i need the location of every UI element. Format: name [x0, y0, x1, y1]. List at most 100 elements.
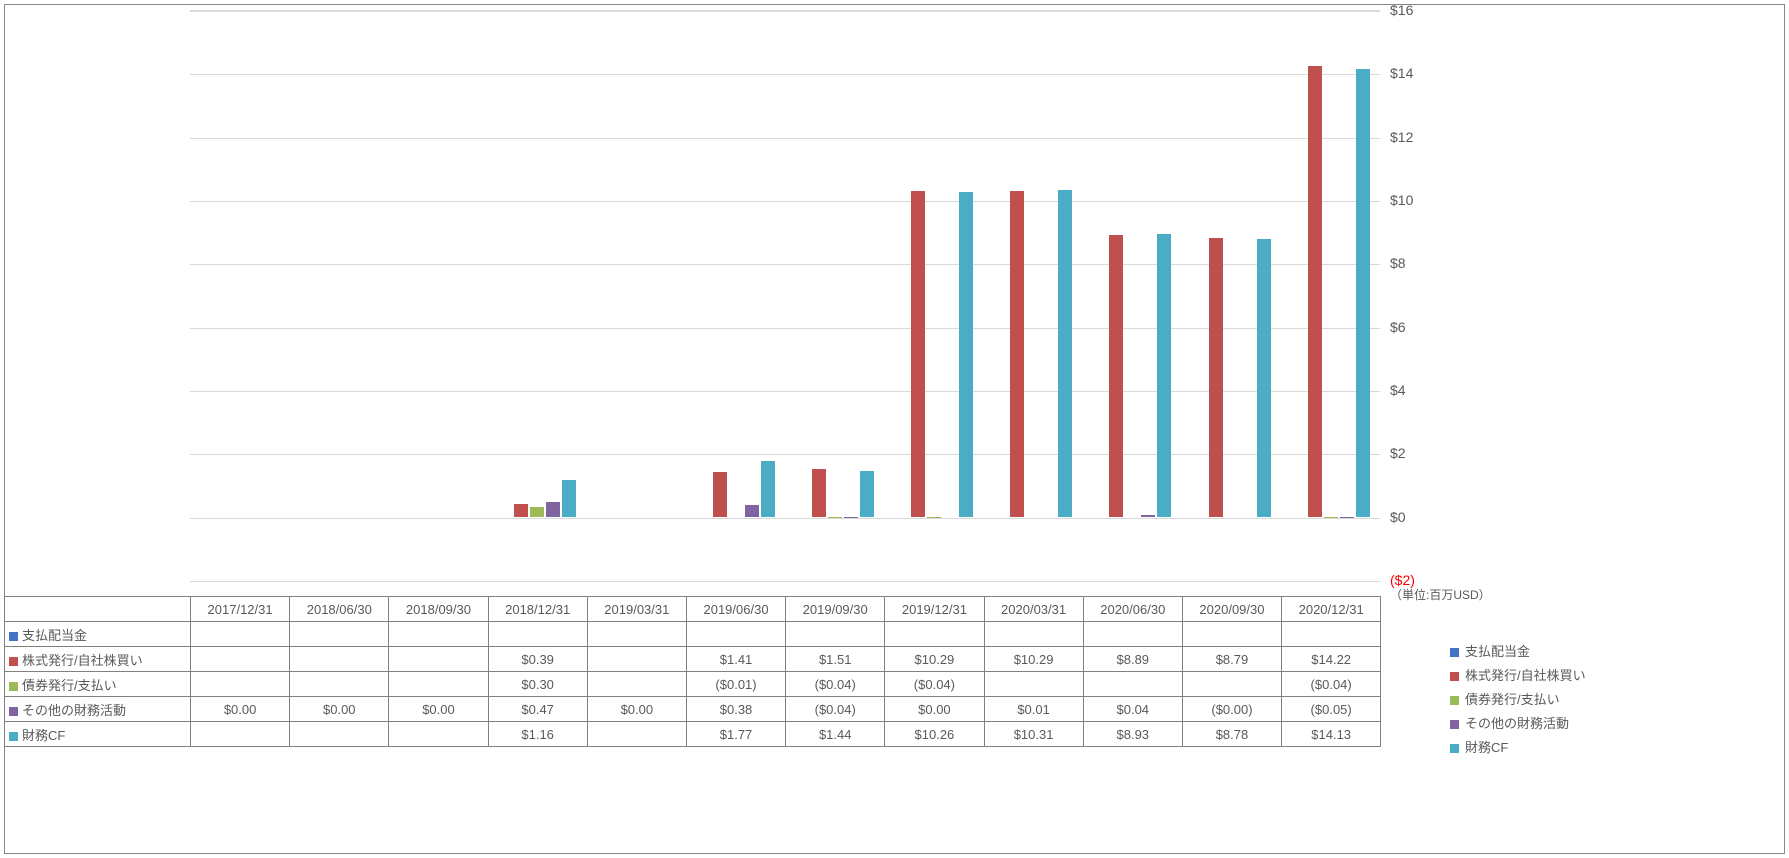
table-cell: $0.47 — [488, 697, 587, 722]
table-cell: $8.89 — [1083, 647, 1182, 672]
legend-item-fincf: 財務CF — [1450, 736, 1586, 760]
legend-swatch-other-icon — [1450, 720, 1459, 729]
table-cell — [587, 722, 686, 747]
table-cell — [191, 672, 290, 697]
y-tick-label: $2 — [1390, 445, 1440, 461]
table-cell — [1282, 622, 1381, 647]
bar-fincf — [860, 471, 874, 517]
legend-swatch-equity-icon — [1450, 672, 1459, 681]
gridline — [190, 391, 1380, 392]
chart-container: { "chart": { "type": "bar", "unit_label"… — [0, 0, 1789, 858]
bar-equity — [1209, 238, 1223, 516]
table-cell — [191, 647, 290, 672]
row-header-dividends: 支払配当金 — [5, 622, 191, 647]
table-cell: ($0.04) — [885, 672, 984, 697]
bar-other — [546, 502, 560, 517]
y-tick-label: $10 — [1390, 192, 1440, 208]
table-cell: $10.29 — [984, 647, 1083, 672]
table-cell — [389, 672, 488, 697]
table-cell: $0.30 — [488, 672, 587, 697]
swatch-dividends-icon — [9, 632, 18, 641]
table-col-header: 2020/03/31 — [984, 597, 1083, 622]
swatch-fincf-icon — [9, 732, 18, 741]
row-header-other: その他の財務活動 — [5, 697, 191, 722]
table-cell — [587, 672, 686, 697]
table-cell: $0.00 — [587, 697, 686, 722]
legend-item-debt: 債券発行/支払い — [1450, 688, 1586, 712]
row-header-equity: 株式発行/自社株買い — [5, 647, 191, 672]
table-cell — [984, 672, 1083, 697]
table-cell: $1.44 — [786, 722, 885, 747]
bar-fincf — [1058, 190, 1072, 516]
table-col-header: 2018/06/30 — [290, 597, 389, 622]
legend-label: その他の財務活動 — [1465, 712, 1569, 736]
table-cell: $0.01 — [984, 697, 1083, 722]
bar-fincf — [1356, 69, 1370, 516]
table-col-header: 2020/12/31 — [1282, 597, 1381, 622]
table-cell: ($0.04) — [786, 697, 885, 722]
bar-other — [745, 505, 759, 517]
bar-other — [1340, 517, 1354, 519]
legend-label: 株式発行/自社株買い — [1465, 664, 1586, 688]
table-cell — [1083, 622, 1182, 647]
table-col-header: 2017/12/31 — [191, 597, 290, 622]
table-cell: ($0.04) — [786, 672, 885, 697]
table-cell: $0.00 — [290, 697, 389, 722]
row-header-debt: 債券発行/支払い — [5, 672, 191, 697]
legend-swatch-debt-icon — [1450, 696, 1459, 705]
swatch-debt-icon — [9, 682, 18, 691]
table-row: 財務CF$1.16$1.77$1.44$10.26$10.31$8.93$8.7… — [5, 722, 1381, 747]
y-axis-unit: （単位:百万USD） — [1390, 586, 1491, 603]
table-cell: $8.78 — [1182, 722, 1281, 747]
table-cell — [290, 672, 389, 697]
bar-equity — [1109, 235, 1123, 517]
table-cell: $0.00 — [389, 697, 488, 722]
table-cell — [984, 622, 1083, 647]
table-col-header: 2020/06/30 — [1083, 597, 1182, 622]
bar-fincf — [1257, 239, 1271, 517]
table-cell: $0.00 — [885, 697, 984, 722]
table-cell: $14.13 — [1282, 722, 1381, 747]
table-col-header: 2019/09/30 — [786, 597, 885, 622]
gridline — [190, 138, 1380, 139]
legend-swatch-fincf-icon — [1450, 744, 1459, 753]
table-cell: ($0.05) — [1282, 697, 1381, 722]
table-cell: $8.79 — [1182, 647, 1281, 672]
table-col-header: 2020/09/30 — [1182, 597, 1281, 622]
bar-fincf — [562, 480, 576, 517]
table-cell: ($0.01) — [686, 672, 785, 697]
table-cell — [885, 622, 984, 647]
data-table: 2017/12/312018/06/302018/09/302018/12/31… — [4, 596, 1381, 747]
table-cell — [587, 622, 686, 647]
y-tick-label: $4 — [1390, 382, 1440, 398]
bar-debt — [1324, 517, 1338, 518]
table-cell: $10.26 — [885, 722, 984, 747]
bar-equity — [911, 191, 925, 517]
row-header-fincf: 財務CF — [5, 722, 191, 747]
table-cell — [786, 622, 885, 647]
gridline — [190, 201, 1380, 202]
legend-label: 債券発行/支払い — [1465, 688, 1560, 712]
table-cell — [290, 647, 389, 672]
table-cell: $10.29 — [885, 647, 984, 672]
gridline — [190, 74, 1380, 75]
gridline — [190, 518, 1380, 519]
table-cell — [389, 722, 488, 747]
table-row: 支払配当金 — [5, 622, 1381, 647]
table-cell — [191, 722, 290, 747]
table-cell: $0.04 — [1083, 697, 1182, 722]
table-cell — [1083, 672, 1182, 697]
swatch-equity-icon — [9, 657, 18, 666]
y-tick-label: $8 — [1390, 255, 1440, 271]
bar-fincf — [959, 192, 973, 517]
y-tick-label: $6 — [1390, 319, 1440, 335]
table-cell — [290, 722, 389, 747]
gridline — [190, 581, 1380, 582]
legend-label: 財務CF — [1465, 736, 1508, 760]
table-cell — [488, 622, 587, 647]
legend-item-other: その他の財務活動 — [1450, 712, 1586, 736]
gridline — [190, 328, 1380, 329]
swatch-other-icon — [9, 707, 18, 716]
y-tick-label: $16 — [1390, 2, 1440, 18]
table-corner — [5, 597, 191, 622]
